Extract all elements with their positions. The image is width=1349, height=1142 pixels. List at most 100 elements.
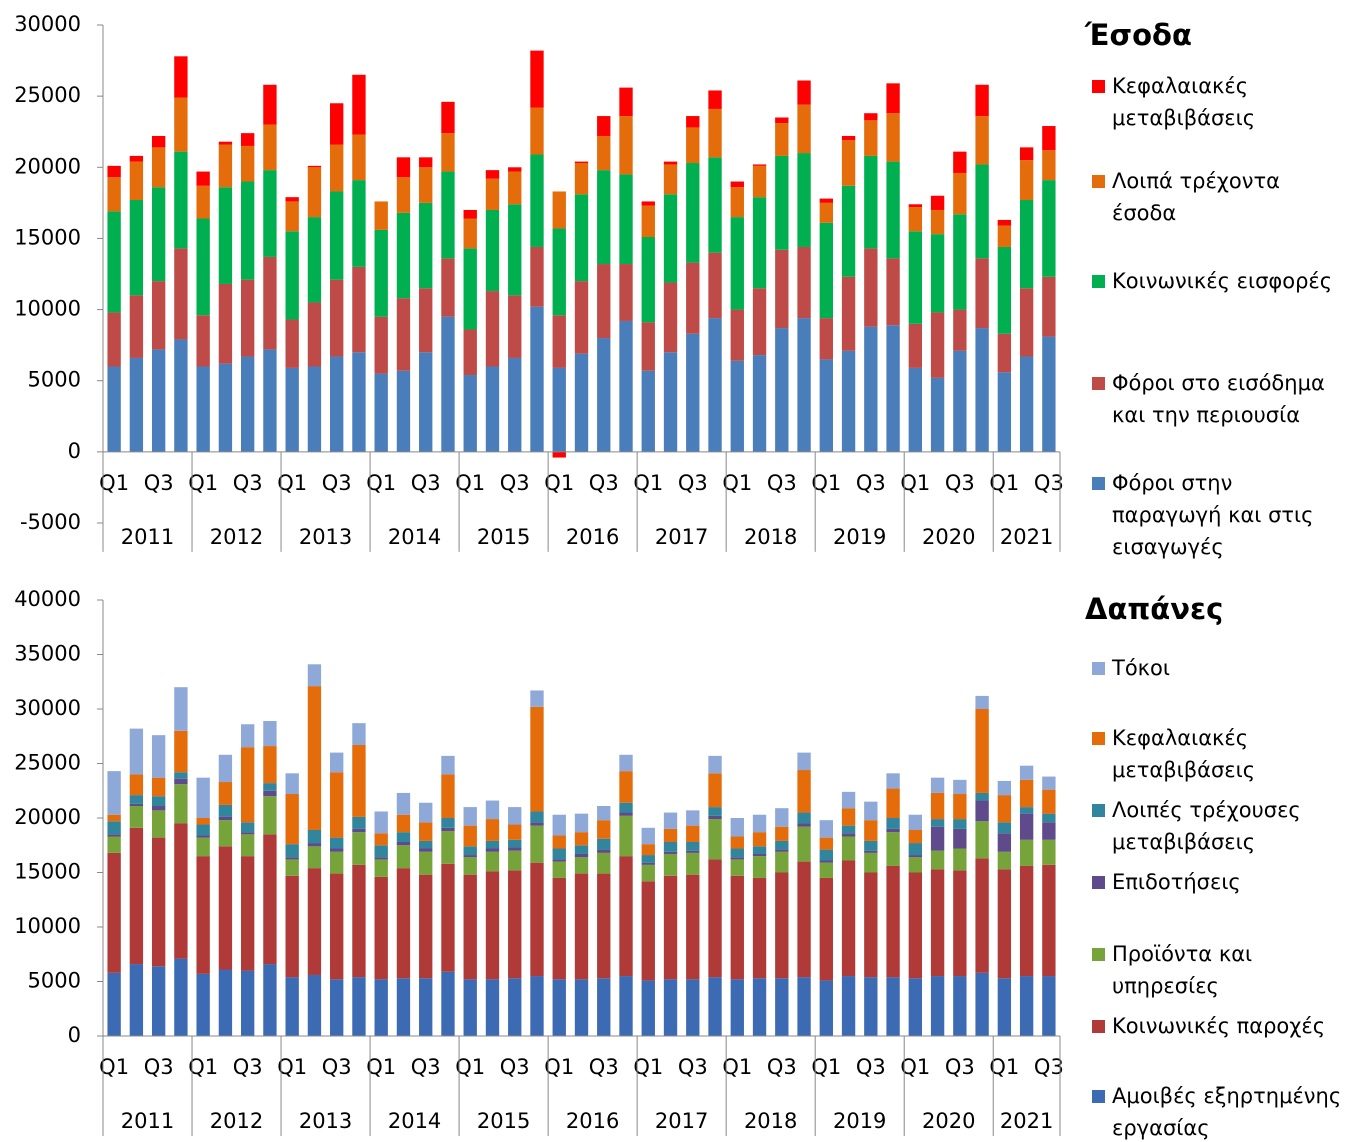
bar-segment (619, 976, 633, 1036)
bar-segment (997, 833, 1012, 852)
bar-segment (686, 262, 700, 334)
bar-segment (841, 135, 856, 141)
bar-segment (107, 771, 121, 815)
bar-segment (819, 877, 833, 981)
bar-segment (107, 177, 121, 212)
bar-segment (708, 807, 722, 816)
bar-segment (441, 774, 455, 818)
bar-segment (574, 832, 589, 846)
bar-segment (530, 706, 544, 812)
bar-segment (797, 826, 811, 862)
bar-segment (775, 978, 789, 1036)
bar-segment (997, 333, 1012, 373)
bar-segment (263, 790, 277, 797)
bar-segment (841, 350, 856, 452)
bar-segment (908, 367, 923, 452)
legend-label: Φόροι στο εισόδημα και την περιουσία (1112, 371, 1325, 427)
bar-segment (819, 318, 833, 360)
bar-segment (975, 858, 989, 973)
year-label: 2020 (922, 1109, 975, 1133)
bar-segment (151, 281, 166, 350)
bar-segment (864, 326, 878, 452)
bar-segment (396, 157, 411, 178)
bar-segment (240, 747, 255, 823)
bar-segment (997, 225, 1012, 247)
bar-segment (330, 873, 344, 980)
x-tick-label: Q3 (411, 471, 441, 495)
bar-segment (663, 828, 678, 842)
bar-segment (775, 328, 789, 452)
bar-segment (1042, 864, 1056, 977)
bar-segment (218, 816, 233, 821)
bar-segment (352, 723, 366, 745)
bar-segment (797, 318, 811, 452)
bar-segment (730, 859, 744, 876)
bar-segment (485, 819, 500, 841)
bar-segment (1042, 126, 1056, 151)
bar-segment (819, 862, 833, 878)
bar-segment (930, 377, 945, 452)
y-tick-label: 0 (68, 1023, 81, 1047)
year-label: 2017 (655, 525, 708, 549)
legend-label: Επιδοτήσεις (1112, 870, 1241, 894)
bar-segment (552, 367, 566, 452)
bar-segment (686, 979, 700, 1036)
bar-segment (1019, 779, 1034, 808)
bar-segment (107, 366, 121, 452)
bar-segment (151, 777, 166, 797)
bar-segment (107, 312, 121, 367)
bar-segment (508, 824, 522, 840)
bar-segment (419, 802, 433, 823)
bar-segment (285, 201, 299, 232)
bar-segment (196, 818, 210, 825)
bar-segment (240, 356, 255, 452)
bar-segment (752, 832, 767, 847)
bar-segment (841, 976, 856, 1036)
bar-segment (708, 318, 722, 452)
year-label: 2015 (477, 1109, 530, 1133)
bar-segment (997, 219, 1012, 226)
bar-segment (1019, 147, 1034, 161)
bar-segment (864, 801, 878, 821)
bar-segment (307, 843, 322, 847)
bar-segment (240, 133, 255, 146)
bar-segment (597, 170, 611, 265)
bar-segment (552, 228, 566, 316)
y-tick-label: 10000 (14, 914, 81, 938)
bar-segment (240, 832, 255, 835)
bar-segment (218, 820, 233, 847)
bar-segment (552, 979, 566, 1036)
bar-segment (752, 197, 767, 289)
bar-segment (641, 201, 655, 206)
bar-segment (686, 810, 700, 826)
bar-segment (574, 161, 589, 164)
bar-segment (129, 806, 144, 828)
bar-segment (107, 165, 121, 178)
year-label: 2015 (477, 525, 530, 549)
bar-segment (129, 161, 144, 201)
year-label: 2012 (210, 525, 263, 549)
bar-segment (597, 838, 611, 850)
bar-segment (597, 978, 611, 1036)
bar-segment (285, 197, 299, 202)
bar-segment (574, 845, 589, 854)
x-tick-label: Q3 (767, 1055, 797, 1079)
bar-segment (775, 840, 789, 850)
bar-segment (686, 841, 700, 851)
bar-segment (485, 851, 500, 872)
bar-segment (151, 187, 166, 282)
bar-segment (619, 856, 633, 977)
y-tick-label: 20000 (14, 805, 81, 829)
bar-segment (508, 978, 522, 1036)
bar-segment (419, 202, 433, 289)
year-label: 2012 (210, 1109, 263, 1133)
bar-segment (708, 773, 722, 808)
bar-segment (841, 140, 856, 186)
bar-segment (552, 861, 566, 878)
bar-segment (597, 806, 611, 821)
bar-segment (330, 772, 344, 838)
bar-segment (908, 207, 923, 232)
bar-segment (129, 295, 144, 358)
bar-segment (886, 258, 900, 326)
bar-segment (775, 249, 789, 329)
